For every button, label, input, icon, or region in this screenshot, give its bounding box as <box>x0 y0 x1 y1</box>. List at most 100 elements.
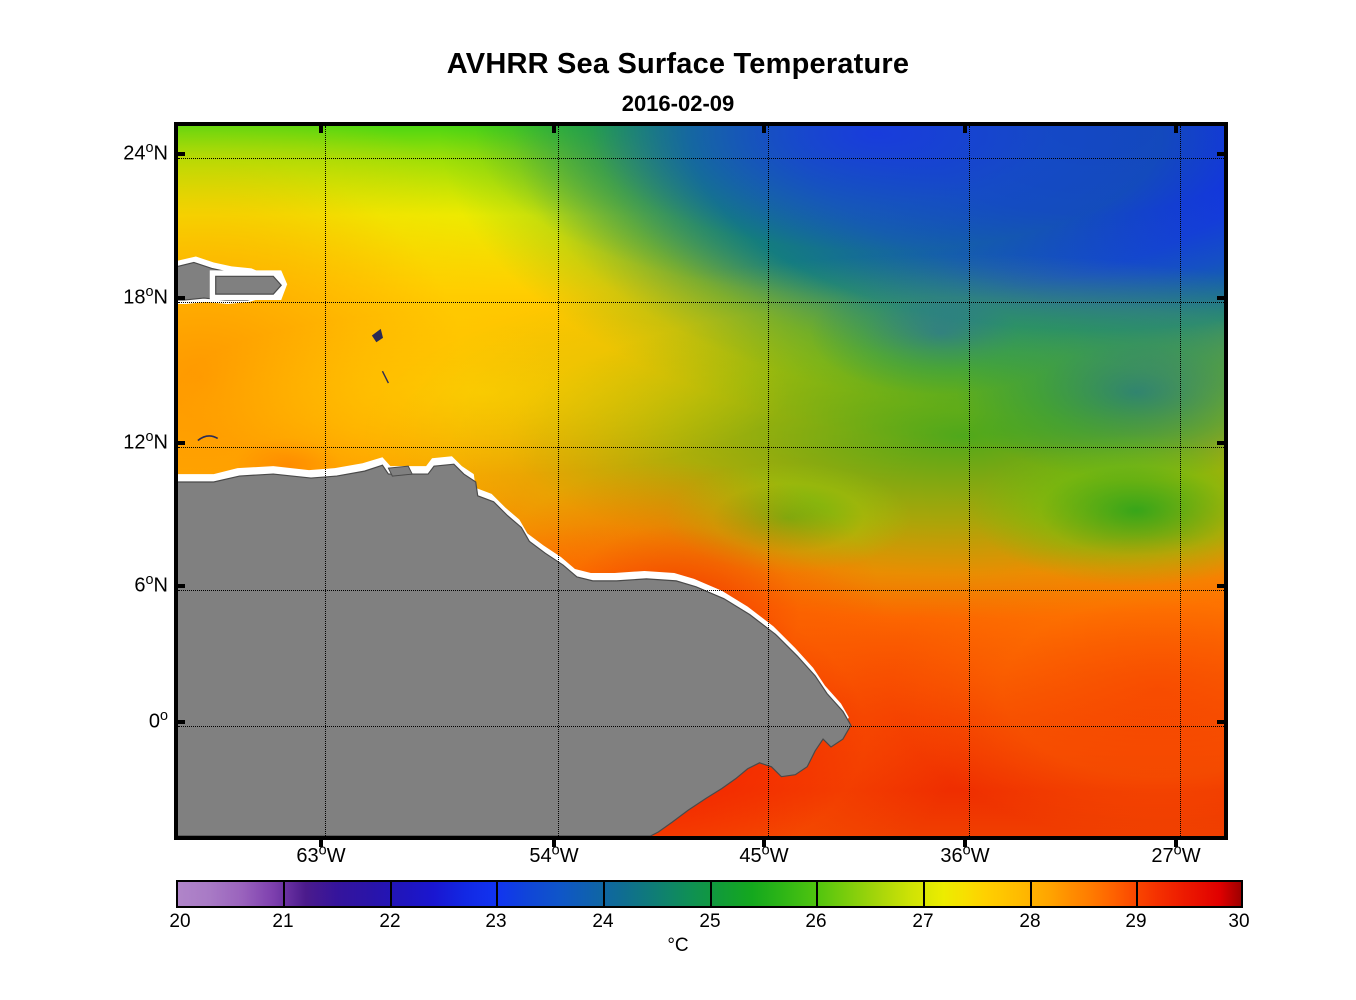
ytick-mark-18n <box>174 296 185 300</box>
colorbar-tick-22 <box>390 880 392 908</box>
xtick-mark-top-36w <box>963 122 967 133</box>
chart-date-subtitle: 2016-02-09 <box>621 91 735 116</box>
ytick-label-12n-value: 12 <box>123 431 146 454</box>
colorbar-tick-23 <box>496 880 498 908</box>
lesser-antilles-martinique <box>381 370 390 384</box>
ytick-label-24n-hemisphere: N <box>153 142 168 165</box>
xtick-mark-top-45w <box>762 122 766 133</box>
xtick-label-54w-hemisphere: W <box>559 845 579 867</box>
ytick-mark-6n <box>174 584 185 588</box>
gridline-lat-24n <box>178 158 1224 159</box>
colorbar-label-23: 23 <box>485 911 507 932</box>
colorbar-label-25: 25 <box>699 911 721 932</box>
colorbar-tick-21 <box>283 880 285 908</box>
gridline-lon-54w <box>558 126 559 836</box>
ytick-mark-right-12n <box>1217 441 1228 445</box>
ytick-label-6n-hemisphere: N <box>153 574 168 597</box>
xtick-label-45w-hemisphere: W <box>769 845 789 867</box>
degree-glyph: o <box>145 571 154 588</box>
colorbar-label-26: 26 <box>805 911 827 932</box>
xtick-label-27w: 27oW <box>1151 842 1201 868</box>
ytick-mark-right-6n <box>1217 584 1228 588</box>
gridline-lon-45w <box>768 126 769 836</box>
xtick-label-63w: 63oW <box>296 842 346 868</box>
colorbar-label-20: 20 <box>169 911 191 932</box>
colorbar-unit-label: °C <box>667 935 689 956</box>
xtick-label-36w: 36oW <box>940 842 990 868</box>
ytick-label-12n-hemisphere: N <box>153 431 168 454</box>
south-america-landmass <box>178 463 852 836</box>
ytick-label-12n: 12oN <box>123 430 168 455</box>
ytick-label-equator-value: 0 <box>148 710 160 733</box>
ytick-mark-right-24n <box>1217 152 1228 156</box>
xtick-label-54w-value: 54 <box>529 845 552 867</box>
ytick-label-18n: 18oN <box>123 283 168 310</box>
sst-raster <box>178 126 1224 836</box>
colorbar-label-29: 29 <box>1125 911 1147 932</box>
xtick-mark-36w <box>963 836 967 847</box>
trinidad-islet <box>387 465 413 477</box>
lesser-antilles-guadeloupe <box>371 328 384 343</box>
ytick-label-24n: 24oN <box>123 139 168 166</box>
degree-glyph: o <box>551 842 560 859</box>
colorbar-tick-26 <box>816 880 818 908</box>
colorbar-tick-25 <box>710 880 712 908</box>
gridline-lat-0 <box>178 726 1224 727</box>
ytick-label-18n-hemisphere: N <box>153 286 168 309</box>
degree-glyph: o <box>145 139 154 156</box>
degree-glyph: o <box>761 842 770 859</box>
gridline-lat-6n <box>178 590 1224 591</box>
ytick-label-6n-value: 6 <box>134 574 146 597</box>
degree-glyph: o <box>962 842 971 859</box>
xtick-label-27w-value: 27 <box>1151 845 1174 867</box>
xtick-mark-45w <box>762 836 766 847</box>
colorbar-label-22: 22 <box>379 911 401 932</box>
degree-glyph: o <box>159 707 168 724</box>
ytick-mark-0 <box>174 720 185 724</box>
temperature-colorbar <box>176 880 1243 908</box>
xtick-label-45w: 45oW <box>739 842 789 868</box>
colorbar-gradient <box>178 882 1241 906</box>
colorbar-tick-24 <box>603 880 605 908</box>
colorbar-label-24: 24 <box>592 911 614 932</box>
ytick-mark-12n <box>174 441 185 445</box>
gridline-lon-63w <box>325 126 326 836</box>
xtick-label-63w-value: 63 <box>296 845 319 867</box>
ytick-label-24n-value: 24 <box>123 142 146 165</box>
land-and-coastline-overlay <box>178 256 852 836</box>
degree-glyph: o <box>1173 842 1182 859</box>
ytick-mark-24n <box>174 152 185 156</box>
xtick-label-36w-hemisphere: W <box>970 845 990 867</box>
gridline-lon-27w <box>1180 126 1181 836</box>
xtick-label-45w-value: 45 <box>739 845 762 867</box>
puerto-rico-landmass <box>215 275 283 295</box>
gridline-lon-36w <box>969 126 970 836</box>
colorbar-label-21: 21 <box>272 911 294 932</box>
ytick-label-equator: 0o <box>148 707 168 734</box>
ytick-label-6n: 6oN <box>134 571 168 598</box>
xtick-mark-top-63w <box>319 122 323 133</box>
colorbar-tick-29 <box>1136 880 1138 908</box>
colorbar-label-30: 30 <box>1228 911 1250 932</box>
xtick-mark-63w <box>319 836 323 847</box>
xtick-mark-top-27w <box>1174 122 1178 133</box>
ytick-label-18n-value: 18 <box>123 286 146 309</box>
degree-glyph: o <box>318 842 327 859</box>
xtick-mark-top-54w <box>552 122 556 133</box>
sst-map-plot <box>174 122 1228 840</box>
page-title: AVHRR Sea Surface Temperature <box>446 48 910 80</box>
xtick-label-27w-hemisphere: W <box>1181 845 1201 867</box>
xtick-label-36w-value: 36 <box>940 845 963 867</box>
xtick-label-63w-hemisphere: W <box>326 845 346 867</box>
lesser-antilles-north-arc <box>197 435 219 442</box>
degree-glyph: o <box>145 283 154 300</box>
xtick-label-54w: 54oW <box>529 842 579 868</box>
xtick-mark-54w <box>552 836 556 847</box>
colorbar-tick-28 <box>1030 880 1032 908</box>
ytick-mark-right-0 <box>1217 720 1228 724</box>
ytick-mark-right-18n <box>1217 296 1228 300</box>
colorbar-label-28: 28 <box>1019 911 1041 932</box>
xtick-mark-27w <box>1174 836 1178 847</box>
gridline-lat-18n <box>178 302 1224 303</box>
gridline-lat-12n <box>178 447 1224 448</box>
